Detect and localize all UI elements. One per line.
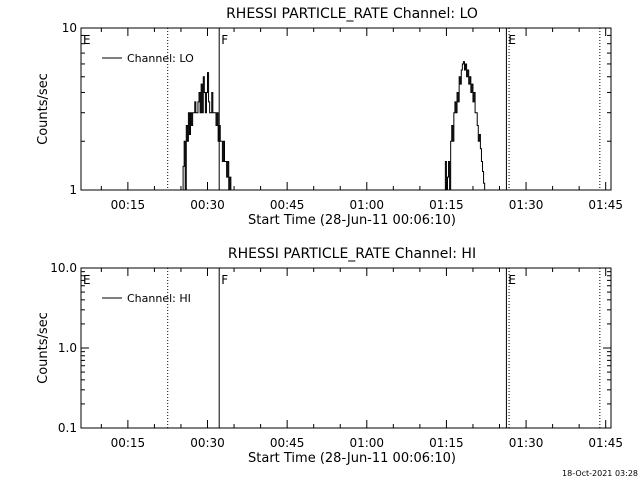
- chart-title: RHESSI PARTICLE_RATE Channel: LO: [226, 6, 478, 22]
- y-tick-label: 10: [62, 21, 77, 35]
- x-tick-label: 00:15: [111, 198, 146, 212]
- x-tick-label: 01:15: [429, 436, 464, 450]
- x-tick-label: 01:45: [588, 198, 623, 212]
- chart-title: RHESSI PARTICLE_RATE Channel: HI: [228, 246, 476, 262]
- x-tick-label: 00:30: [190, 436, 225, 450]
- x-tick-label: 00:45: [270, 198, 305, 212]
- x-tick-label: 01:15: [429, 198, 464, 212]
- timestamp-label: 18-Oct-2021 03:28: [562, 469, 638, 478]
- y-axis-label: Counts/sec: [36, 312, 51, 384]
- x-tick-label: 01:30: [509, 436, 544, 450]
- x-axis-label: Start Time (28-Jun-11 00:06:10): [248, 213, 456, 228]
- y-tick-label: 0.1: [58, 421, 77, 435]
- x-tick-label: 01:00: [349, 436, 384, 450]
- y-tick-label: 1.0: [58, 341, 77, 355]
- x-tick-label: 01:45: [588, 436, 623, 450]
- x-tick-label: 01:30: [509, 198, 544, 212]
- x-tick-label: 00:45: [270, 436, 305, 450]
- y-tick-label: 10.0: [50, 261, 77, 275]
- y-axis-label: Counts/sec: [36, 73, 51, 145]
- legend-label: Channel: HI: [127, 292, 191, 305]
- event-line-label: E: [508, 273, 516, 287]
- event-line-label: F: [221, 33, 228, 47]
- series-line-0: [182, 72, 233, 191]
- event-line-label: E: [83, 33, 91, 47]
- x-tick-label: 01:00: [349, 198, 384, 212]
- y-tick-label: 1: [69, 183, 77, 197]
- panel-hi: RHESSI PARTICLE_RATE Channel: HI 00:15 00:…: [36, 246, 623, 466]
- panel-lo: RHESSI PARTICLE_RATE Channel: LO 00:15 00:…: [36, 6, 623, 228]
- event-line-label: E: [508, 33, 516, 47]
- legend-label: Channel: LO: [127, 52, 194, 65]
- event-line-label: F: [221, 273, 228, 287]
- x-axis-label: Start Time (28-Jun-11 00:06:10): [248, 451, 456, 466]
- x-tick-label: 00:15: [111, 436, 146, 450]
- event-line-label: E: [83, 273, 91, 287]
- x-tick-label: 00:30: [190, 198, 225, 212]
- series-line-1: [444, 61, 486, 191]
